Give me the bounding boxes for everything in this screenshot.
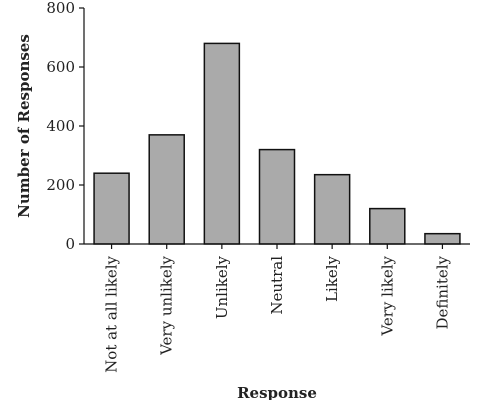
x-tick-labels-layer: Not at all likely Very unlikely Unlikely Ne… bbox=[103, 244, 451, 373]
bar bbox=[203, 42, 241, 245]
bar bbox=[258, 148, 296, 245]
y-tick-label: 600 bbox=[46, 58, 75, 76]
y-ticks-layer: 0 200 400 600 800 bbox=[46, 0, 84, 253]
bar bbox=[148, 134, 185, 245]
y-tick-label: 800 bbox=[46, 0, 75, 17]
x-tick-label: Unlikely bbox=[213, 255, 231, 319]
y-tick-label: 0 bbox=[65, 235, 75, 253]
y-tick-label: 400 bbox=[46, 117, 75, 135]
x-tick-label: Neutral bbox=[268, 256, 286, 315]
y-tick-label: 200 bbox=[46, 176, 75, 194]
x-tick-label: Likely bbox=[323, 255, 341, 302]
x-tick-label: Very likely bbox=[378, 255, 396, 336]
bar bbox=[93, 172, 130, 245]
bar bbox=[369, 207, 406, 245]
y-axis-title: Number of Responses bbox=[15, 34, 33, 218]
x-tick-label: Definitely bbox=[433, 255, 451, 329]
x-tick-label: Not at all likely bbox=[103, 255, 121, 372]
x-tick-label: Very unlikely bbox=[158, 255, 176, 355]
x-axis-title: Response bbox=[237, 384, 317, 400]
bars-layer bbox=[93, 42, 461, 245]
bar bbox=[313, 173, 351, 245]
bar bbox=[424, 232, 461, 245]
